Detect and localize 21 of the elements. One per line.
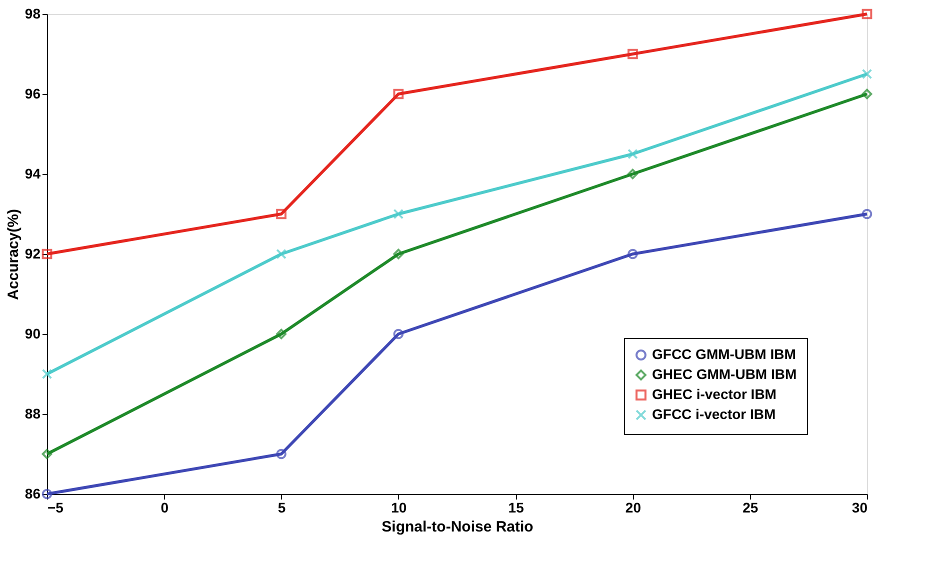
y-tick-label: 98 [24,6,41,22]
y-axis-title: Accuracy(%) [4,209,22,300]
y-tick-label: 86 [24,486,41,502]
x-tick-label: 5 [278,500,286,516]
y-tick-label: 94 [24,166,41,182]
x-tick-label: −5 [48,500,64,516]
y-tick-label: 90 [24,326,41,342]
x-axis-title: Signal-to-Noise Ratio [382,518,534,536]
x-tick-label: 0 [160,500,169,516]
x-tick-label: 20 [625,500,642,516]
legend-label: GFCC GMM-UBM IBM [652,346,796,362]
x-tick-label: 30 [852,500,868,516]
legend-label: GFCC i-vector IBM [652,406,776,422]
legend-label: GHEC GMM-UBM IBM [652,366,797,382]
x-tick-label: 10 [391,500,407,516]
y-tick-label: 96 [24,86,41,102]
y-tick-label: 92 [24,246,41,262]
x-tick-label: 25 [742,500,758,516]
x-tick-label: 15 [508,500,524,516]
legend-label: GHEC i-vector IBM [652,386,776,402]
y-tick-label: 88 [24,406,41,422]
